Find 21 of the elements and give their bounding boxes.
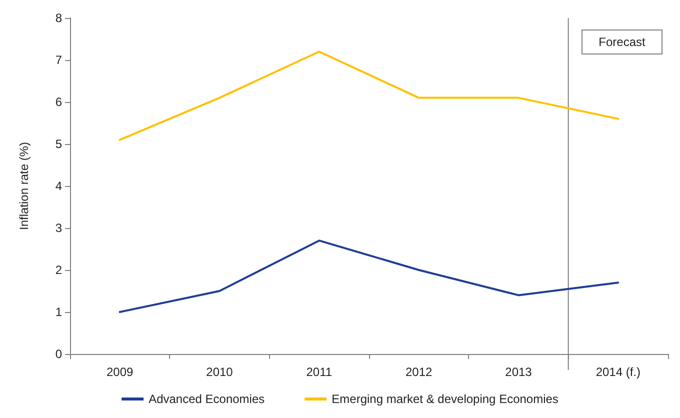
legend-label: Advanced Economies [148, 392, 265, 406]
y-axis-title: Inflation rate (%) [17, 142, 31, 230]
line-series [118, 240, 620, 313]
band-label: Forecast [598, 35, 646, 49]
x-tick-label: 2009 [106, 365, 134, 379]
x-tick-label: 2014 (f.) [596, 365, 641, 379]
x-tick-label: 2011 [306, 365, 332, 379]
y-tick-label: 0 [55, 347, 62, 361]
line-series [118, 50, 620, 141]
legend-label: Emerging market & developing Economies [332, 392, 558, 406]
y-tick-label: 8 [55, 11, 62, 25]
x-tick-label: 2010 [206, 365, 234, 379]
y-tick-label: 7 [55, 53, 62, 67]
y-tick-label: 4 [55, 179, 62, 193]
y-tick-label: 6 [55, 95, 62, 109]
y-tick-label: 1 [55, 305, 62, 319]
y-tick-label: 3 [55, 221, 62, 235]
y-tick-label: 2 [55, 263, 62, 277]
x-tick-label: 2012 [405, 365, 433, 379]
y-tick-label: 5 [55, 137, 62, 151]
x-tick-label: 2013 [505, 365, 532, 379]
